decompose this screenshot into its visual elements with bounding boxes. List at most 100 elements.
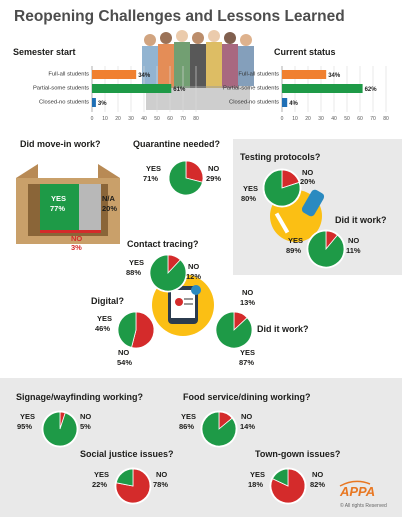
pie-slice-yes [42, 411, 78, 447]
pie-slice-yes [272, 468, 289, 487]
pie-slice-no [131, 311, 155, 349]
current-status-chart: 0 10 20 30 40 50 60 70 80 Full-all students 34% Par… [223, 66, 389, 122]
town-no-value: 82% [310, 480, 326, 489]
digital-pie [116, 310, 156, 350]
contact-work-yes-value: 87% [239, 358, 255, 367]
quarantine-yes-label: YES [146, 164, 162, 173]
x-tick-label: 50 [154, 116, 160, 122]
contact-work-yes-label: YES [240, 348, 256, 357]
copyright-text: © All rights Reserved [340, 503, 387, 509]
bar-value-label: 34% [328, 73, 341, 79]
testing-work-title: Did it work? [335, 215, 387, 225]
move-in-title: Did move-in work? [20, 139, 101, 149]
testing-pie [262, 168, 302, 208]
pie-slice-yes [117, 311, 137, 348]
quarantine-title: Quarantine needed? [133, 139, 221, 149]
contact-work-no-label: NO [242, 288, 254, 297]
page-title: Reopening Challenges and Lessons Learned [14, 8, 345, 25]
contact-no-label: NO [188, 262, 200, 271]
category-label: Closed-no students [229, 100, 279, 106]
testing-no-label: NO [302, 168, 314, 177]
contact-work-pie [214, 310, 254, 350]
signage-yes-value: 95% [17, 422, 33, 431]
bar [92, 84, 172, 93]
contact-work-no-value: 13% [240, 298, 256, 307]
signage-no-value: 5% [80, 422, 91, 431]
appa-logo-text: APPA [340, 484, 376, 499]
students-illustration [142, 30, 254, 110]
social-no-value: 78% [153, 480, 169, 489]
food-title: Food service/dining working? [183, 392, 311, 402]
x-tick-label: 60 [167, 116, 173, 122]
testing-work-pie [306, 229, 346, 269]
category-label: Full-all students [48, 72, 89, 78]
x-tick-label: 30 [128, 116, 134, 122]
food-yes-label: YES [181, 412, 197, 421]
contact-no-value: 12% [186, 272, 202, 281]
pie-slice-yes [215, 311, 253, 349]
bar [92, 98, 96, 107]
x-tick-label: 70 [180, 116, 186, 122]
quarantine-no-label: NO [208, 164, 220, 173]
food-no-value: 14% [240, 422, 256, 431]
testing-yes-label: YES [243, 184, 259, 193]
bar [282, 70, 327, 79]
pie-slice-yes [263, 169, 301, 207]
testing-no-value: 20% [300, 177, 316, 186]
category-label: Partial-some students [223, 86, 279, 92]
quarantine-pie [167, 159, 205, 197]
bar [282, 84, 363, 93]
digital-yes-label: YES [97, 314, 113, 323]
contact-tracing-title: Contact tracing? [127, 239, 199, 249]
move-in-na-block [79, 184, 101, 232]
move-in-yes-value: 77% [50, 204, 66, 213]
food-pie [200, 410, 238, 448]
testing-title: Testing protocols? [240, 152, 321, 162]
x-tick-label: 20 [305, 116, 311, 122]
x-tick-label: 0 [91, 116, 94, 122]
x-tick-label: 20 [115, 116, 121, 122]
town-yes-value: 18% [248, 480, 264, 489]
semester-start-chart: 0 10 20 30 40 50 60 70 80 Full-all students 34% Par… [33, 66, 199, 122]
contact-yes-label: YES [129, 258, 145, 267]
move-in-yes-block [40, 184, 79, 232]
bar-value-label: 4% [289, 101, 298, 107]
signage-title: Signage/wayfinding working? [16, 392, 144, 402]
contact-tracing-pie [148, 253, 188, 293]
pie-slice-yes [307, 230, 345, 268]
town-no-label: NO [312, 470, 324, 479]
pie-slice-yes [168, 160, 203, 196]
testing-work-no-value: 11% [346, 246, 361, 255]
bar-value-label: 62% [365, 87, 378, 93]
move-in-no-label: NO [71, 234, 83, 243]
bar [282, 98, 288, 107]
x-tick-label: 80 [383, 116, 389, 122]
pie-slice-yes [149, 254, 187, 292]
bar-value-label: 34% [138, 73, 151, 79]
bar-value-label: 61% [173, 87, 186, 93]
move-in-na-label: N/A [102, 194, 115, 203]
signage-no-label: NO [80, 412, 92, 421]
digital-no-value: 54% [117, 358, 133, 367]
social-justice-title: Social justice issues? [80, 449, 174, 459]
social-justice-pie [114, 467, 152, 505]
digital-title: Digital? [91, 296, 124, 306]
x-tick-label: 60 [357, 116, 363, 122]
category-label: Closed-no students [39, 100, 89, 106]
category-label: Partial-some students [33, 86, 89, 92]
social-yes-value: 22% [92, 480, 108, 489]
bar [92, 70, 137, 79]
social-no-label: NO [156, 470, 168, 479]
x-tick-label: 70 [370, 116, 376, 122]
x-tick-label: 0 [281, 116, 284, 122]
x-tick-label: 40 [331, 116, 337, 122]
category-label: Full-all students [238, 72, 279, 78]
appa-logo-icon [339, 480, 371, 487]
x-tick-label: 10 [292, 116, 298, 122]
pie-slice-yes [115, 468, 134, 487]
food-yes-value: 86% [179, 422, 195, 431]
semester-start-title: Semester start [13, 47, 76, 57]
testing-work-yes-value: 89% [286, 246, 302, 255]
bottom-panel-bg [0, 378, 402, 517]
testing-work-yes-label: YES [288, 236, 304, 245]
